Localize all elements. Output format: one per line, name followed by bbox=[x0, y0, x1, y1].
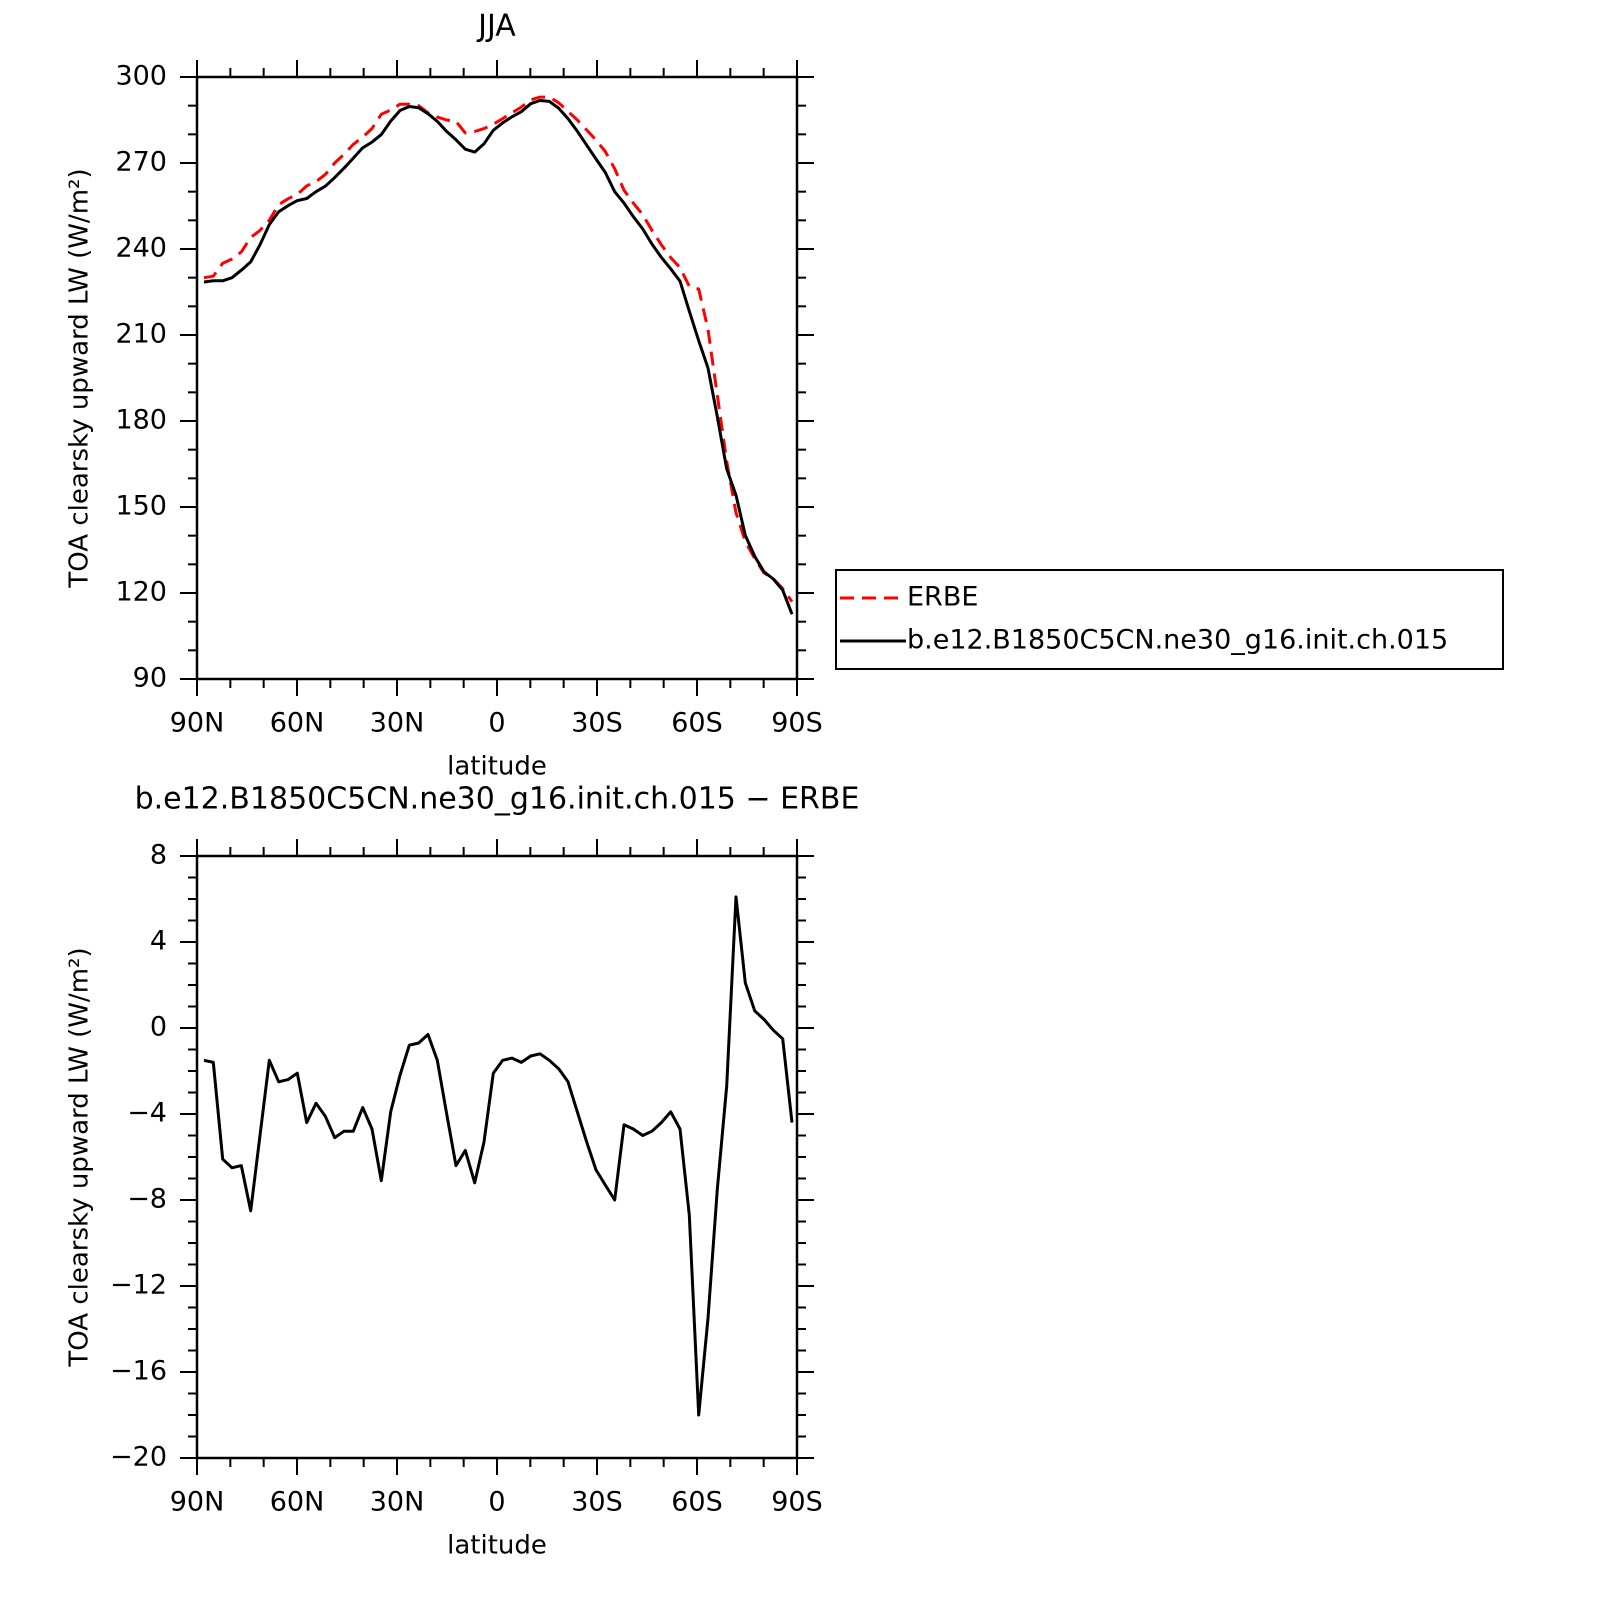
plot-frame bbox=[195, 854, 799, 1460]
x-tick-label: 60S bbox=[671, 1487, 723, 1518]
x-axis-label: latitude bbox=[447, 1531, 547, 1561]
y-tick-label: 4 bbox=[150, 926, 167, 957]
x-tick-label: 30N bbox=[370, 1487, 425, 1518]
y-tick-label: 240 bbox=[115, 233, 167, 264]
y-tick-label: 300 bbox=[115, 61, 167, 92]
x-tick-label: 0 bbox=[488, 1487, 505, 1518]
chart-title: b.e12.B1850C5CN.ne30_g16.init.ch.015 − E… bbox=[135, 782, 860, 817]
data-line bbox=[203, 95, 794, 603]
y-tick-label: 90 bbox=[133, 663, 167, 694]
y-tick-label: −16 bbox=[110, 1356, 167, 1387]
x-tick-label: 30S bbox=[571, 1487, 623, 1518]
y-tick-label: 120 bbox=[115, 577, 167, 608]
x-tick-label: 90N bbox=[170, 708, 225, 739]
y-tick-label: 270 bbox=[115, 147, 167, 178]
legend-label: b.e12.B1850C5CN.ne30_g16.init.ch.015 bbox=[907, 625, 1448, 656]
plot-frame bbox=[195, 75, 799, 681]
y-tick-label: −20 bbox=[110, 1442, 167, 1473]
y-tick-label: 210 bbox=[115, 319, 167, 350]
x-tick-label: 90N bbox=[170, 1487, 225, 1518]
y-tick-label: −8 bbox=[127, 1184, 167, 1215]
data-line bbox=[203, 99, 794, 615]
x-tick-label: 90S bbox=[771, 708, 823, 739]
x-tick-label: 30S bbox=[571, 708, 623, 739]
x-tick-label: 60N bbox=[270, 708, 325, 739]
x-axis-label: latitude bbox=[447, 752, 547, 782]
y-tick-label: 150 bbox=[115, 491, 167, 522]
legend-label: ERBE bbox=[907, 582, 978, 613]
legend-box bbox=[835, 569, 1504, 670]
y-axis-label: TOA clearsky upward LW (W/m²) bbox=[65, 947, 95, 1367]
chart-title: JJA bbox=[476, 9, 516, 44]
x-tick-label: 60N bbox=[270, 1487, 325, 1518]
y-tick-label: 8 bbox=[150, 840, 167, 871]
x-tick-label: 30N bbox=[370, 708, 425, 739]
y-axis-label: TOA clearsky upward LW (W/m²) bbox=[65, 168, 95, 588]
x-tick-label: 0 bbox=[488, 708, 505, 739]
y-tick-label: −12 bbox=[110, 1270, 167, 1301]
x-tick-label: 60S bbox=[671, 708, 723, 739]
y-tick-label: −4 bbox=[127, 1098, 167, 1129]
data-line bbox=[203, 895, 794, 1417]
x-tick-label: 90S bbox=[771, 1487, 823, 1518]
y-tick-label: 0 bbox=[150, 1012, 167, 1043]
y-tick-label: 180 bbox=[115, 405, 167, 436]
